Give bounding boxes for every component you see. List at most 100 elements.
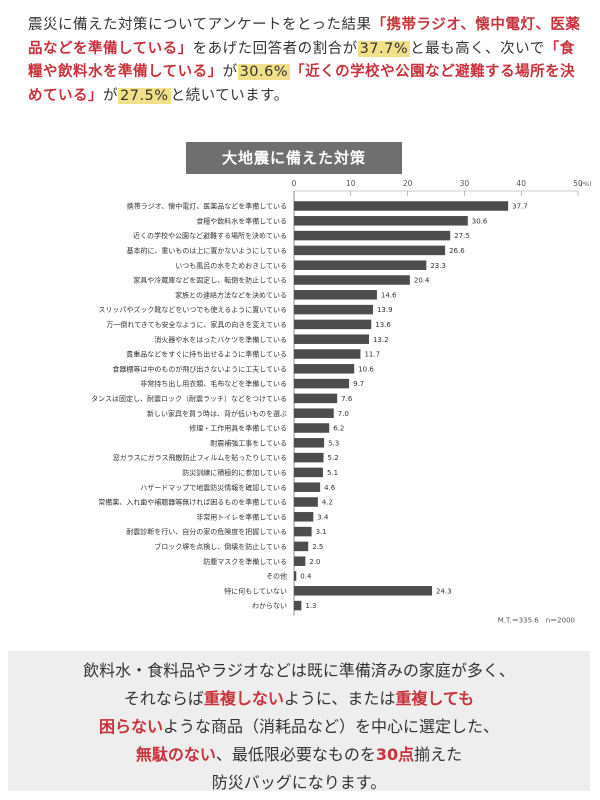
bar (294, 482, 321, 492)
category-label: 食糧や飲料水を準備している (196, 216, 287, 225)
value-label: 24.3 (436, 587, 452, 595)
x-tick-label: 30 (460, 179, 470, 188)
summary-text: 、最低限必要なものを (215, 745, 376, 764)
category-label: 家具や冷蔵庫などを固定し、転倒を防止している (133, 276, 287, 285)
summary-text: ように、または (283, 689, 396, 708)
value-label: 6.2 (333, 425, 344, 433)
category-label: 基本的に、重いものは上に置かないようにしている (127, 246, 287, 255)
bar (294, 541, 309, 552)
bar (294, 423, 330, 433)
bar (294, 216, 468, 226)
category-label: 修理・工作用具を準備している (189, 424, 287, 433)
bar (294, 497, 318, 507)
value-label: 7.0 (338, 410, 349, 418)
bar (294, 304, 373, 315)
category-label: ハザードマップで地震防災情報を確認している (140, 483, 287, 492)
category-label: 特に何もしていない (224, 586, 287, 595)
intro-quote-radio: 「携帯ラジオ、懐中電灯、医薬品などを準備している」 (28, 17, 581, 57)
category-label: 常備薬、入れ歯や補聴器等無ければ困るものを準備している (98, 498, 287, 507)
bar (294, 275, 410, 285)
category-label: 近くの学校や公園など避難する場所を決めている (133, 231, 287, 240)
value-label: 2.5 (312, 543, 323, 551)
value-label: 14.6 (381, 291, 397, 299)
value-label: 5.1 (327, 469, 338, 477)
category-label: 耐震診断を行い、自分の家の危険度を把握している (126, 527, 287, 536)
category-label: 窓ガラスにガラス飛散防止フィルムを貼ったりしている (113, 453, 287, 462)
value-label: 0.4 (300, 573, 312, 581)
x-tick-label: 10 (346, 179, 356, 188)
bar (294, 364, 355, 374)
chart-note: M.T.＝335.6 n＝2000 (498, 617, 575, 625)
summary-line-5: 防災バッグになります。 (8, 769, 590, 797)
category-label: 耐震補強工事をしている (210, 438, 287, 447)
intro-text: が (103, 87, 118, 104)
bar (294, 452, 324, 463)
value-label: 5.3 (328, 439, 339, 447)
value-label: 3.1 (316, 528, 327, 536)
value-label: 1.3 (305, 602, 316, 610)
summary-line-2: それならば重複しないように、または重複しても (8, 685, 590, 713)
summary-text: 防災バッグになります。 (211, 773, 387, 792)
summary-emphasis: 30点 (375, 745, 415, 764)
value-label: 2.0 (309, 558, 320, 566)
category-label: 新しい家具を買う時は、背が低いものを選ぶ (147, 409, 287, 418)
category-label: その他 (266, 572, 287, 581)
intro-percent-highlight: 27.5% (118, 87, 171, 104)
summary-line-3: 困らないような商品（消耗品など）を中心に選定した、 (8, 713, 590, 741)
value-label: 9.7 (353, 380, 364, 388)
bar (294, 526, 312, 537)
x-tick-label: 20 (403, 179, 413, 188)
category-label: 携帯ラジオ、懐中電灯、医薬品などを準備している (127, 202, 287, 211)
intro-percent-highlight: 37.7% (357, 40, 411, 57)
summary-emphasis: 重複しても (395, 689, 475, 708)
bar (294, 408, 334, 418)
value-label: 4.2 (322, 499, 333, 507)
value-label: 20.4 (414, 277, 430, 285)
value-label: 23.3 (430, 262, 446, 270)
chart-title: 大地震に備えた対策 (186, 142, 402, 174)
value-label: 37.7 (512, 203, 528, 211)
intro-quote-evacuation: 「近くの学校や公園など避難する場所を決めている」 (28, 64, 576, 104)
bar (294, 600, 302, 611)
value-label: 3.4 (317, 513, 329, 521)
intro-text: と最も高く、次いで (410, 40, 545, 57)
category-label: わからない (252, 602, 287, 610)
intro-paragraph: 震災に備えた対策についてアンケートをとった結果「携帯ラジオ、懐中電灯、医薬品など… (28, 14, 588, 108)
summary-emphasis: 無駄のない (135, 745, 216, 764)
value-label: 27.5 (454, 232, 470, 240)
value-label: 10.6 (358, 365, 374, 373)
summary-emphasis: 困らない (98, 717, 163, 736)
intro-text: と続いています。 (170, 87, 289, 104)
bar (294, 586, 433, 596)
category-label: 防塵マスクを準備している (203, 557, 287, 566)
intro-percent-highlight: 30.6% (237, 64, 291, 80)
value-label: 4.6 (324, 484, 336, 492)
category-label: 防災訓練に積極的に参加している (182, 468, 287, 477)
intro-text: 震災に備えた対策についてアンケートをとった結果 (28, 17, 372, 33)
intro-text: が (222, 64, 238, 80)
bar (294, 571, 297, 581)
category-label: タンスは固定し、耐震ロック（耐震ラッチ）などをつけている (91, 394, 287, 403)
value-label: 13.2 (373, 336, 389, 344)
value-label: 13.9 (377, 306, 393, 314)
bar (294, 319, 372, 330)
bar (294, 393, 338, 404)
intro-text: をあげた回答者の割合が (192, 40, 358, 57)
summary-line-4: 無駄のない、最低限必要なものを30点揃えた (8, 741, 590, 769)
bar (294, 201, 509, 211)
category-label: 食器棚等は中のものが飛び出さないように工夫している (112, 364, 287, 373)
summary-line-1: 飲料水・食料品やラジオなどは既に準備済みの家庭が多く、 (8, 657, 590, 685)
summary-text: 揃えた (414, 745, 463, 764)
summary-text: それならば (123, 689, 204, 708)
bar (294, 438, 325, 448)
value-label: 11.7 (364, 351, 380, 359)
category-label: ブロック塀を点検し、倒壊を防止している (154, 542, 287, 551)
category-label: 消火器や水をはったバケツを準備している (154, 335, 287, 344)
bar (294, 556, 306, 566)
summary-box: 飲料水・食料品やラジオなどは既に準備済みの家庭が多く、 それならば重複しないよう… (8, 651, 590, 792)
summary-text: ような商品（消耗品など）を中心に選定した、 (163, 717, 500, 736)
bar (294, 245, 446, 256)
x-tick-label: 40 (516, 179, 526, 188)
bar (294, 467, 323, 478)
bar (294, 349, 361, 359)
